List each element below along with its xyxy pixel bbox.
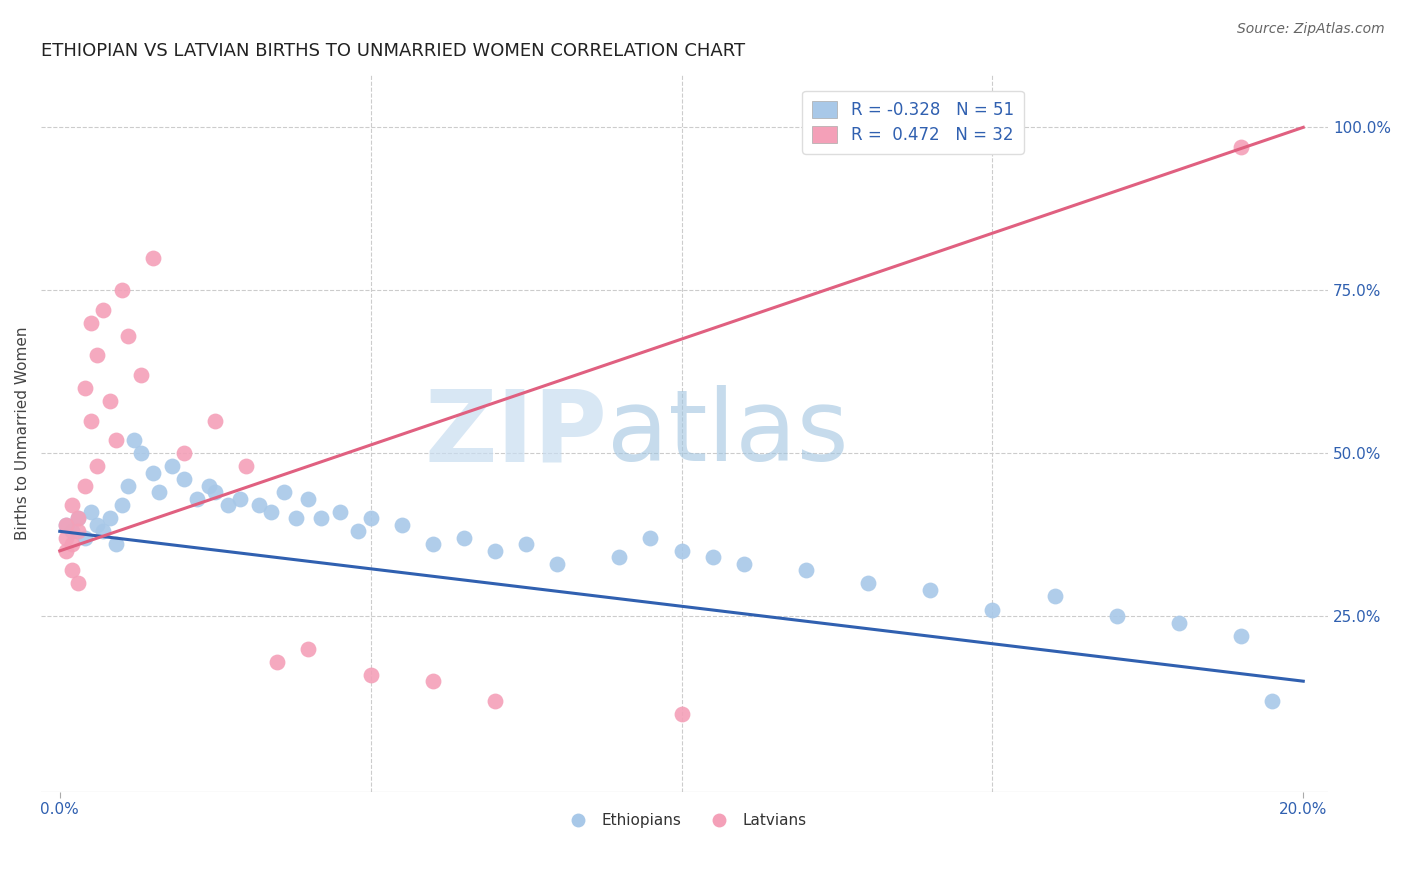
Point: [55, 531, 77, 545]
Point: [204, 413, 226, 427]
Point: [671, 706, 693, 721]
Point: [111, 498, 134, 512]
Point: [67, 511, 90, 525]
Point: [55, 517, 77, 532]
Point: [515, 537, 537, 551]
Point: [91, 302, 114, 317]
Point: [86, 517, 108, 532]
Point: [129, 446, 152, 460]
Point: [67, 576, 90, 591]
Point: [204, 485, 226, 500]
Point: [98, 394, 121, 409]
Point: [453, 531, 475, 545]
Point: [60, 498, 83, 512]
Point: [640, 531, 662, 545]
Point: [1230, 629, 1253, 643]
Point: [80, 413, 103, 427]
Text: Source: ZipAtlas.com: Source: ZipAtlas.com: [1237, 22, 1385, 37]
Point: [198, 479, 221, 493]
Point: [273, 485, 295, 500]
Point: [217, 498, 239, 512]
Point: [98, 511, 121, 525]
Point: [80, 505, 103, 519]
Point: [186, 491, 208, 506]
Point: [104, 537, 127, 551]
Point: [1261, 694, 1284, 708]
Point: [1167, 615, 1189, 630]
Point: [285, 511, 308, 525]
Point: [86, 459, 108, 474]
Point: [546, 557, 568, 571]
Point: [360, 511, 382, 525]
Point: [148, 485, 170, 500]
Point: [60, 524, 83, 539]
Point: [309, 511, 332, 525]
Legend: Ethiopians, Latvians: Ethiopians, Latvians: [557, 807, 813, 835]
Text: atlas: atlas: [607, 385, 849, 482]
Point: [117, 329, 139, 343]
Point: [920, 582, 942, 597]
Point: [981, 602, 1004, 616]
Point: [129, 368, 152, 382]
Point: [484, 544, 506, 558]
Point: [142, 466, 165, 480]
Point: [67, 511, 90, 525]
Point: [297, 641, 319, 656]
Point: [247, 498, 270, 512]
Point: [422, 674, 444, 689]
Point: [329, 505, 352, 519]
Point: [671, 544, 693, 558]
Point: [422, 537, 444, 551]
Point: [266, 655, 288, 669]
Point: [607, 550, 630, 565]
Point: [733, 557, 755, 571]
Point: [55, 544, 77, 558]
Point: [117, 479, 139, 493]
Text: ETHIOPIAN VS LATVIAN BIRTHS TO UNMARRIED WOMEN CORRELATION CHART: ETHIOPIAN VS LATVIAN BIRTHS TO UNMARRIED…: [41, 42, 745, 60]
Point: [173, 472, 195, 486]
Point: [856, 576, 879, 591]
Y-axis label: Births to Unmarried Women: Births to Unmarried Women: [15, 326, 30, 541]
Point: [794, 563, 817, 577]
Point: [391, 517, 413, 532]
Point: [111, 283, 134, 297]
Point: [73, 531, 96, 545]
Point: [91, 524, 114, 539]
Point: [235, 459, 257, 474]
Point: [260, 505, 283, 519]
Point: [60, 563, 83, 577]
Point: [73, 381, 96, 395]
Text: ZIP: ZIP: [425, 385, 607, 482]
Point: [73, 479, 96, 493]
Point: [173, 446, 195, 460]
Point: [360, 667, 382, 681]
Point: [1105, 609, 1128, 624]
Point: [60, 537, 83, 551]
Point: [1230, 140, 1253, 154]
Point: [55, 517, 77, 532]
Point: [1043, 590, 1066, 604]
Point: [484, 694, 506, 708]
Point: [104, 433, 127, 447]
Point: [702, 550, 724, 565]
Point: [86, 348, 108, 362]
Point: [229, 491, 252, 506]
Point: [160, 459, 183, 474]
Point: [80, 316, 103, 330]
Point: [297, 491, 319, 506]
Point: [124, 433, 146, 447]
Point: [347, 524, 370, 539]
Point: [67, 524, 90, 539]
Point: [142, 251, 165, 265]
